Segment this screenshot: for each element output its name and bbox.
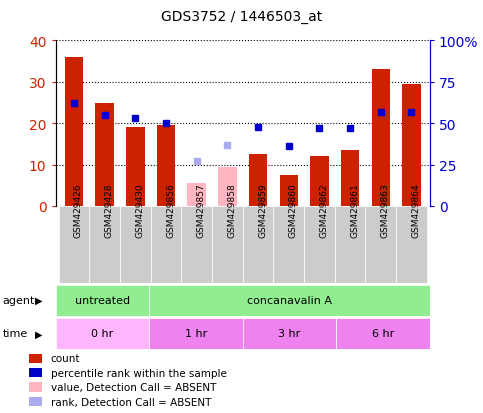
Bar xyxy=(273,206,304,283)
Bar xyxy=(181,206,212,283)
Text: GSM429860: GSM429860 xyxy=(289,183,298,237)
Bar xyxy=(341,151,359,206)
Bar xyxy=(149,318,242,349)
Bar xyxy=(212,206,243,283)
Text: GSM429861: GSM429861 xyxy=(350,183,359,237)
Bar xyxy=(28,397,42,406)
Text: untreated: untreated xyxy=(75,295,130,306)
Bar xyxy=(243,206,273,283)
Text: GSM429858: GSM429858 xyxy=(227,183,236,237)
Text: 0 hr: 0 hr xyxy=(91,328,114,339)
Text: percentile rank within the sample: percentile rank within the sample xyxy=(51,368,227,378)
Bar xyxy=(371,70,390,206)
Bar xyxy=(280,176,298,206)
Text: 1 hr: 1 hr xyxy=(185,328,207,339)
Bar xyxy=(151,206,181,283)
Text: GSM429430: GSM429430 xyxy=(135,183,144,237)
Bar xyxy=(310,157,328,206)
Bar xyxy=(96,103,114,206)
Text: ▶: ▶ xyxy=(35,328,43,339)
Bar xyxy=(157,126,175,206)
Text: GSM429856: GSM429856 xyxy=(166,183,175,237)
Bar xyxy=(242,318,336,349)
Bar xyxy=(218,167,237,206)
Text: GSM429862: GSM429862 xyxy=(319,183,328,237)
Text: ▶: ▶ xyxy=(35,295,43,306)
Text: agent: agent xyxy=(2,295,35,306)
Text: GSM429857: GSM429857 xyxy=(197,183,206,237)
Bar xyxy=(65,58,83,206)
Bar xyxy=(56,285,149,316)
Bar xyxy=(28,354,42,363)
Bar xyxy=(249,155,267,206)
Bar xyxy=(58,206,89,283)
Bar xyxy=(120,206,151,283)
Bar xyxy=(28,382,42,392)
Bar xyxy=(28,368,42,377)
Text: 3 hr: 3 hr xyxy=(278,328,300,339)
Text: time: time xyxy=(2,328,28,339)
Bar xyxy=(335,206,366,283)
Text: GSM429428: GSM429428 xyxy=(105,183,114,237)
Text: value, Detection Call = ABSENT: value, Detection Call = ABSENT xyxy=(51,382,216,392)
Bar xyxy=(366,206,396,283)
Bar xyxy=(187,184,206,206)
Bar xyxy=(56,318,149,349)
Text: 6 hr: 6 hr xyxy=(372,328,394,339)
Bar xyxy=(89,206,120,283)
Bar xyxy=(402,85,421,206)
Bar xyxy=(304,206,335,283)
Bar xyxy=(336,318,430,349)
Text: rank, Detection Call = ABSENT: rank, Detection Call = ABSENT xyxy=(51,396,211,407)
Text: GSM429863: GSM429863 xyxy=(381,183,390,237)
Text: GDS3752 / 1446503_at: GDS3752 / 1446503_at xyxy=(161,10,322,24)
Bar xyxy=(149,285,430,316)
Text: GSM429859: GSM429859 xyxy=(258,183,267,237)
Text: count: count xyxy=(51,353,80,363)
Text: concanavalin A: concanavalin A xyxy=(247,295,332,306)
Text: GSM429426: GSM429426 xyxy=(74,183,83,237)
Text: GSM429864: GSM429864 xyxy=(412,183,421,237)
Bar xyxy=(396,206,427,283)
Bar xyxy=(126,128,144,206)
